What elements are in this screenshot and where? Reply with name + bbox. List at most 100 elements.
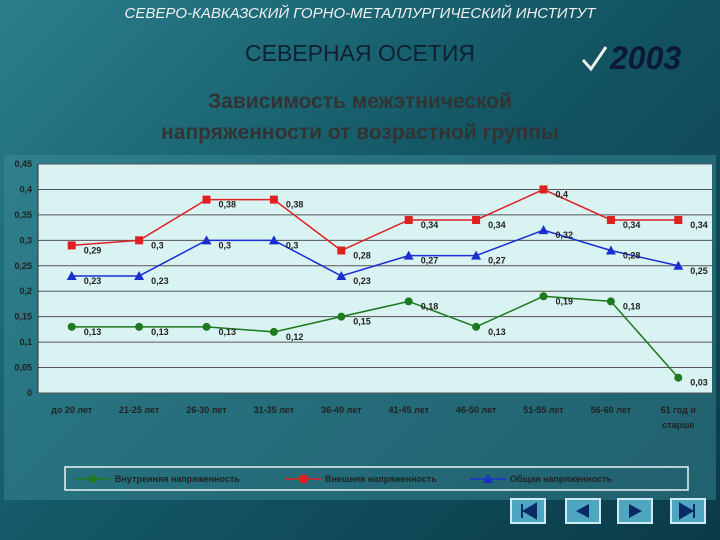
data-label: 0,15: [353, 317, 371, 327]
marker: [472, 215, 481, 224]
legend-box: [64, 466, 689, 491]
data-label: 0,34: [690, 220, 708, 230]
x-tick-label: до 20 лет: [51, 405, 93, 415]
data-label: 0,3: [286, 240, 299, 250]
marker: [673, 260, 684, 270]
check-icon: [581, 46, 608, 72]
nav-first[interactable]: [510, 498, 546, 524]
marker: [337, 312, 346, 321]
x-tick-label: 41-45 лет: [388, 405, 429, 415]
marker: [404, 215, 413, 224]
year: 2003: [610, 40, 682, 76]
series-line: [71, 229, 679, 277]
marker: [471, 250, 482, 260]
data-label: 0,03: [690, 378, 708, 388]
marker: [299, 475, 307, 483]
chart-title: Зависимость межэтнической напряженности …: [161, 90, 559, 144]
legend-label: Внешняя напряженность: [325, 474, 437, 484]
marker: [483, 474, 493, 483]
institute: СЕВЕРО-КАВКАЗСКИЙ ГОРНО-МЕТАЛЛУРГИЧЕСКИЙ…: [124, 5, 596, 22]
marker: [67, 322, 76, 331]
marker: [201, 235, 212, 245]
marker: [202, 322, 211, 331]
data-label: 0,3: [151, 240, 164, 250]
marker: [539, 185, 548, 194]
data-label: 0,27: [488, 256, 506, 266]
marker: [538, 225, 549, 235]
data-label: 0,18: [623, 301, 641, 311]
marker: [606, 215, 615, 224]
y-tick-label: 0,4: [19, 184, 32, 194]
marker: [674, 215, 683, 224]
marker: [135, 322, 144, 331]
y-tick-label: 0,3: [19, 235, 32, 245]
marker: [134, 270, 145, 280]
marker: [269, 195, 278, 204]
marker: [202, 195, 211, 204]
marker: [403, 250, 414, 260]
marker: [135, 236, 144, 245]
x-tick-label: 31-35 лет: [253, 405, 295, 415]
y-tick-label: 0,25: [14, 261, 32, 271]
marker: [606, 297, 615, 306]
data-label: 0,29: [84, 245, 102, 255]
y-tick-label: 0,05: [14, 363, 32, 373]
data-label: 0,13: [219, 327, 237, 337]
legend-label: Внутренняя напряженность: [115, 474, 240, 484]
data-label: 0,23: [151, 276, 169, 286]
data-label: 0,25: [690, 266, 708, 276]
x-tick-label: 46-50 лет: [455, 405, 497, 415]
marker: [404, 297, 413, 306]
data-label: 0,28: [353, 251, 371, 261]
x-tick-label: 61 год и старше: [660, 405, 696, 430]
marker: [605, 245, 616, 255]
data-label: 0,12: [286, 332, 304, 342]
data-label: 0,18: [421, 301, 439, 311]
data-label: 0,19: [556, 296, 574, 306]
data-label: 0,34: [488, 220, 506, 230]
y-tick-label: 0,35: [14, 210, 32, 220]
nav-prev[interactable]: [565, 498, 601, 524]
x-tick-label: 21-25 лет: [118, 405, 160, 415]
y-tick-label: 0,45: [14, 159, 32, 169]
marker: [89, 475, 97, 483]
y-tick-label: 0: [27, 388, 32, 398]
data-label: 0,28: [623, 251, 641, 261]
x-tick-label: 56-60 лет: [590, 405, 632, 415]
marker: [67, 241, 76, 250]
marker: [472, 322, 481, 331]
data-label: 0,27: [421, 256, 439, 266]
data-label: 0,34: [623, 220, 641, 230]
marker: [337, 246, 346, 255]
marker: [268, 235, 279, 245]
marker: [66, 270, 77, 280]
data-label: 0,23: [353, 276, 371, 286]
marker: [269, 327, 278, 336]
legend-label: Общая напряженность: [510, 474, 612, 484]
marker: [336, 270, 347, 280]
data-label: 0,3: [219, 240, 232, 250]
series-line: [71, 188, 679, 252]
data-label: 0,23: [84, 276, 102, 286]
nav-next[interactable]: [617, 498, 653, 524]
series-line: [71, 295, 679, 379]
data-label: 0,4: [556, 189, 569, 199]
nav-last[interactable]: [670, 498, 706, 524]
data-label: 0,32: [556, 230, 574, 240]
data-label: 0,38: [219, 200, 237, 210]
x-tick-label: 51-55 лет: [523, 405, 564, 415]
data-label: 0,34: [421, 220, 439, 230]
y-tick-label: 0,15: [14, 312, 32, 322]
y-tick-label: 0,2: [19, 286, 32, 296]
region: СЕВЕРНАЯ ОСЕТИЯ: [245, 40, 475, 66]
marker: [674, 373, 683, 382]
y-tick-label: 0,1: [19, 337, 32, 347]
data-label: 0,38: [286, 200, 304, 210]
data-label: 0,13: [488, 327, 506, 337]
data-label: 0,13: [151, 327, 169, 337]
x-tick-label: 26-30 лет: [186, 405, 227, 415]
plot-area: [38, 164, 712, 393]
x-tick-label: 36-40 лет: [321, 405, 362, 415]
